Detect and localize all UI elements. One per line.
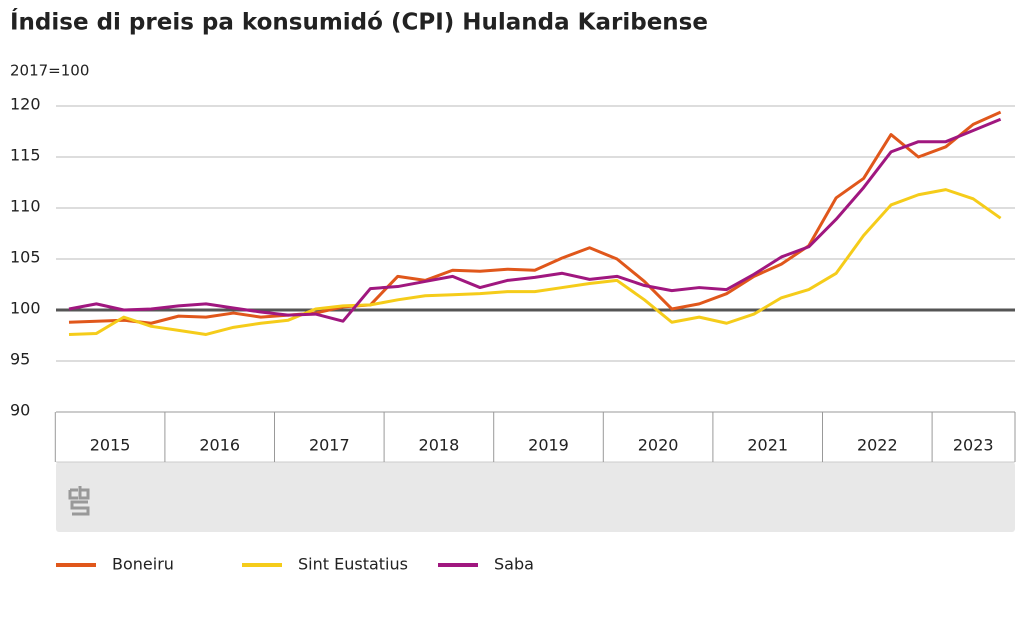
legend-label: Saba <box>494 555 534 574</box>
legend-label: Sint Eustatius <box>298 555 408 574</box>
y-tick-label: 95 <box>10 350 30 369</box>
x-tick-label: 2023 <box>953 436 994 455</box>
y-tick-label: 115 <box>10 146 41 165</box>
y-tick-label: 90 <box>10 401 30 420</box>
x-tick-label: 2017 <box>309 436 350 455</box>
chart-title: Índise di preis pa konsumidó (CPI) Hulan… <box>10 8 708 36</box>
x-tick-label: 2021 <box>747 436 788 455</box>
legend-label: Boneiru <box>112 555 174 574</box>
x-tick-label: 2022 <box>857 436 898 455</box>
footer-band <box>56 462 1015 532</box>
y-tick-label: 120 <box>10 95 41 114</box>
y-tick-label: 105 <box>10 248 41 267</box>
chart-subtitle: 2017=100 <box>10 62 89 80</box>
x-tick-label: 2020 <box>638 436 679 455</box>
series-line <box>68 117 1002 323</box>
x-tick-label: 2016 <box>199 436 240 455</box>
x-tick-label: 2018 <box>419 436 460 455</box>
series-line <box>68 110 1002 325</box>
series-line <box>68 188 1002 336</box>
x-tick-label: 2015 <box>90 436 131 455</box>
cbs-logo <box>68 486 90 516</box>
y-tick-label: 110 <box>10 197 41 216</box>
x-tick-label: 2019 <box>528 436 569 455</box>
y-tick-label: 100 <box>10 299 41 318</box>
